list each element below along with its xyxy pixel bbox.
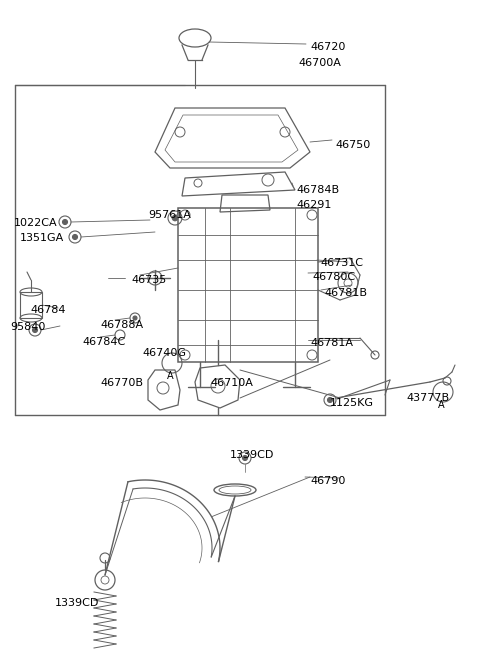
Circle shape <box>327 398 333 403</box>
Circle shape <box>172 215 178 221</box>
Text: 95761A: 95761A <box>148 210 191 220</box>
Text: 46720: 46720 <box>310 42 346 52</box>
Text: 1339CD: 1339CD <box>55 598 99 608</box>
Text: 46770B: 46770B <box>100 378 143 388</box>
Text: 1022CA: 1022CA <box>14 218 58 228</box>
Text: 1351GA: 1351GA <box>20 233 64 243</box>
Text: A: A <box>438 400 444 410</box>
Circle shape <box>72 234 77 239</box>
Circle shape <box>133 316 137 320</box>
Circle shape <box>62 220 68 224</box>
Text: 46790: 46790 <box>310 476 346 486</box>
Circle shape <box>33 327 37 333</box>
Text: 46735: 46735 <box>131 275 166 285</box>
Text: 46740G: 46740G <box>142 348 186 358</box>
Text: 46700A: 46700A <box>298 58 341 68</box>
Text: 46731C: 46731C <box>320 258 363 268</box>
Text: 46781A: 46781A <box>310 338 353 348</box>
Text: 1339CD: 1339CD <box>230 450 275 460</box>
Text: 46788A: 46788A <box>100 320 143 330</box>
Text: 46710A: 46710A <box>210 378 253 388</box>
Text: 46784C: 46784C <box>82 337 125 347</box>
Text: 46291: 46291 <box>296 200 331 210</box>
Text: 46781B: 46781B <box>324 288 367 298</box>
Circle shape <box>242 455 248 461</box>
Text: 46780C: 46780C <box>312 272 355 282</box>
Text: 1125KG: 1125KG <box>330 398 374 408</box>
Text: 95840: 95840 <box>10 322 46 332</box>
Text: 43777B: 43777B <box>406 393 449 403</box>
Text: 46784: 46784 <box>30 305 65 315</box>
Text: A: A <box>167 371 174 381</box>
Text: 46784B: 46784B <box>296 185 339 195</box>
Text: 46750: 46750 <box>335 140 370 150</box>
